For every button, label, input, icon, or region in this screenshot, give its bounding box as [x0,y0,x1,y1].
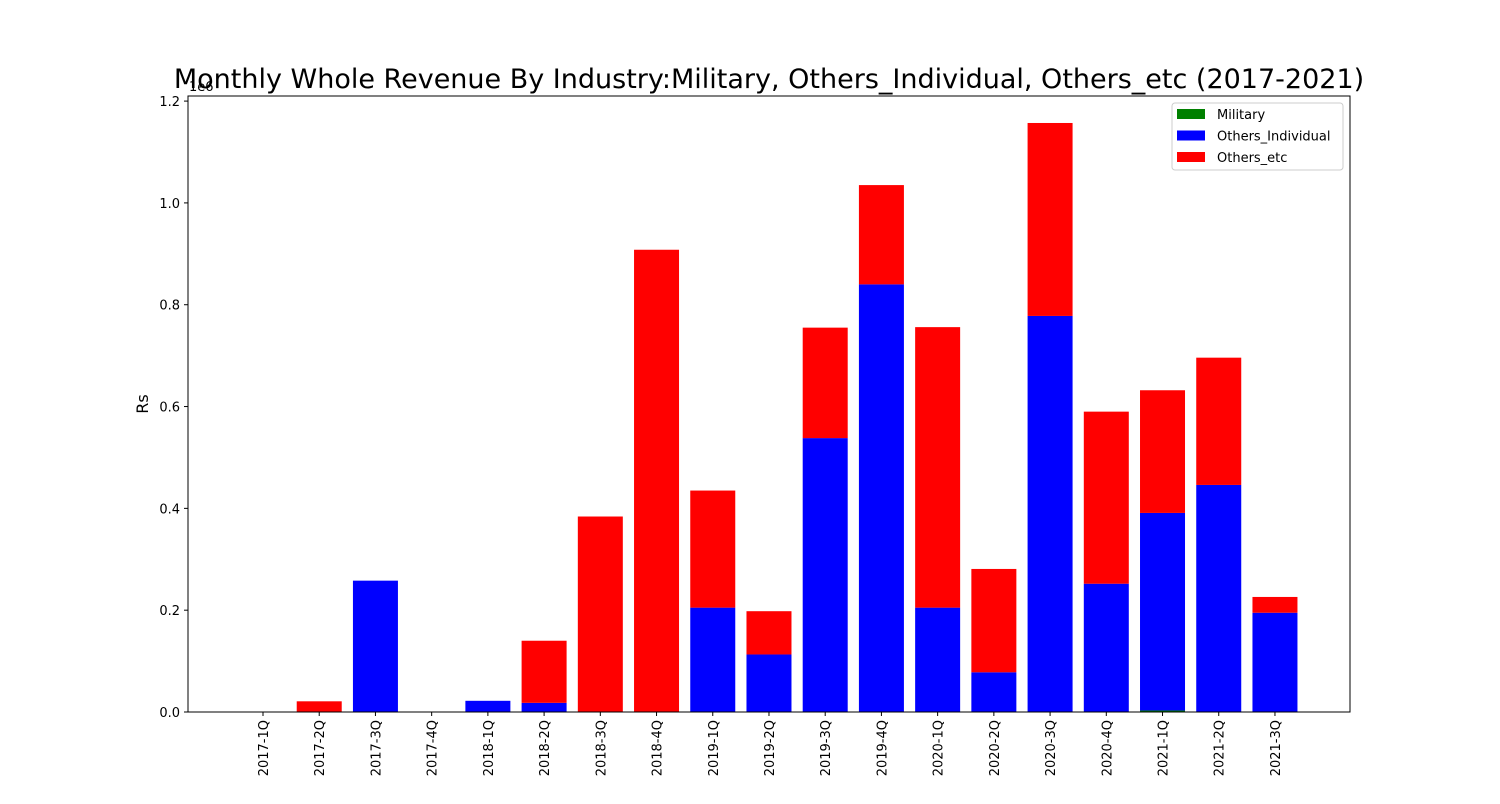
x-tick-label: 2020-2Q [988,720,1003,776]
bar-others-etc-2021-2q [1196,357,1242,485]
legend: Military Others_Individual Others_etc [1171,102,1344,171]
y-tick-label: 0.8 [159,299,180,314]
chart-title: Monthly Whole Revenue By Industry:Milita… [174,64,1364,95]
y-offset-label: 1e6 [189,80,214,95]
plot-frame [187,95,1351,713]
bar-others-individual-2018-2q [521,702,567,712]
bar-others-individual-2020-4q [1083,583,1129,712]
bar-others-etc-2020-3q [1027,122,1073,316]
bar-others-etc-2021-3q [1252,596,1298,613]
bar-others-individual-2021-3q [1252,612,1298,712]
x-tick-label: 2018-2Q [538,720,553,776]
x-tick-label: 2019-1Q [707,720,722,776]
x-tick-label: 2020-3Q [1044,720,1059,776]
x-tick-label: 2017-3Q [369,720,384,776]
x-tick-label: 2018-3Q [594,720,609,776]
bar-others-etc-2020-2q [971,568,1017,673]
x-tick-label: 2021-3Q [1269,720,1284,776]
y-axis: 0.0 0.2 0.4 0.6 0.8 1.0 1.2 [159,95,188,721]
bars-layer [296,122,1298,712]
x-tick-label: 2021-2Q [1213,720,1228,776]
bar-others-individual-2020-3q [1027,315,1073,712]
bar-others-etc-2021-1q [1140,390,1186,513]
bar-others-etc-2019-4q [858,185,904,285]
bar-others-etc-2019-1q [690,490,736,608]
bar-others-individual-2021-1q [1140,512,1186,711]
bar-others-individual-2019-2q [746,654,792,712]
bar-others-individual-2019-3q [802,438,848,712]
bar-others-individual-2020-1q [915,607,961,712]
bar-others-individual-2021-2q [1196,484,1242,712]
x-tick-label: 2018-4Q [651,720,666,776]
bar-others-etc-2020-4q [1083,411,1129,584]
bar-others-etc-2018-2q [521,640,567,703]
x-tick-label: 2017-2Q [313,720,328,776]
x-tick-label: 2019-2Q [763,720,778,776]
bar-others-etc-2019-2q [746,611,792,655]
legend-swatch-others-individual [1177,130,1205,141]
bar-others-individual-2017-3q [352,580,398,712]
bar-others-individual-2020-2q [971,672,1017,712]
x-tick-label: 2020-4Q [1100,720,1115,776]
legend-label-military: Military [1217,108,1265,123]
bar-others-etc-2019-3q [802,327,848,439]
legend-swatch-military [1177,109,1205,119]
y-tick-label: 0.6 [159,401,180,416]
bar-others-etc-2017-2q [296,701,342,712]
legend-swatch-others-etc [1177,152,1205,162]
y-axis-label: Rs [133,394,152,413]
y-tick-label: 0.0 [159,706,180,721]
x-tick-label: 2021-1Q [1157,720,1172,776]
legend-label-others-etc: Others_etc [1217,151,1287,166]
x-axis: 2017-1Q 2017-2Q 2017-3Q 2017-4Q 2018-1Q 2018-… [257,712,1284,776]
y-tick-label: 1.0 [159,197,180,212]
bar-others-etc-2018-3q [577,516,623,712]
y-tick-label: 0.2 [159,604,180,619]
y-tick-label: 1.2 [159,95,180,110]
y-tick-label: 0.4 [159,502,180,517]
x-tick-label: 2017-4Q [426,720,441,776]
bar-others-individual-2019-1q [690,607,736,712]
x-tick-label: 2017-1Q [257,720,272,776]
x-tick-label: 2019-4Q [875,720,890,776]
legend-box [1171,102,1344,171]
bar-military-2021-1q [1140,710,1186,712]
bar-others-etc-2018-4q [634,249,680,712]
bar-others-etc-2020-1q [915,327,961,608]
x-tick-label: 2020-1Q [932,720,947,776]
x-tick-label: 2019-3Q [819,720,834,776]
bar-others-individual-2019-4q [858,284,904,712]
legend-label-others-individual: Others_Individual [1217,130,1331,145]
x-tick-label: 2018-1Q [482,720,497,776]
bar-others-individual-2018-1q [465,700,511,712]
